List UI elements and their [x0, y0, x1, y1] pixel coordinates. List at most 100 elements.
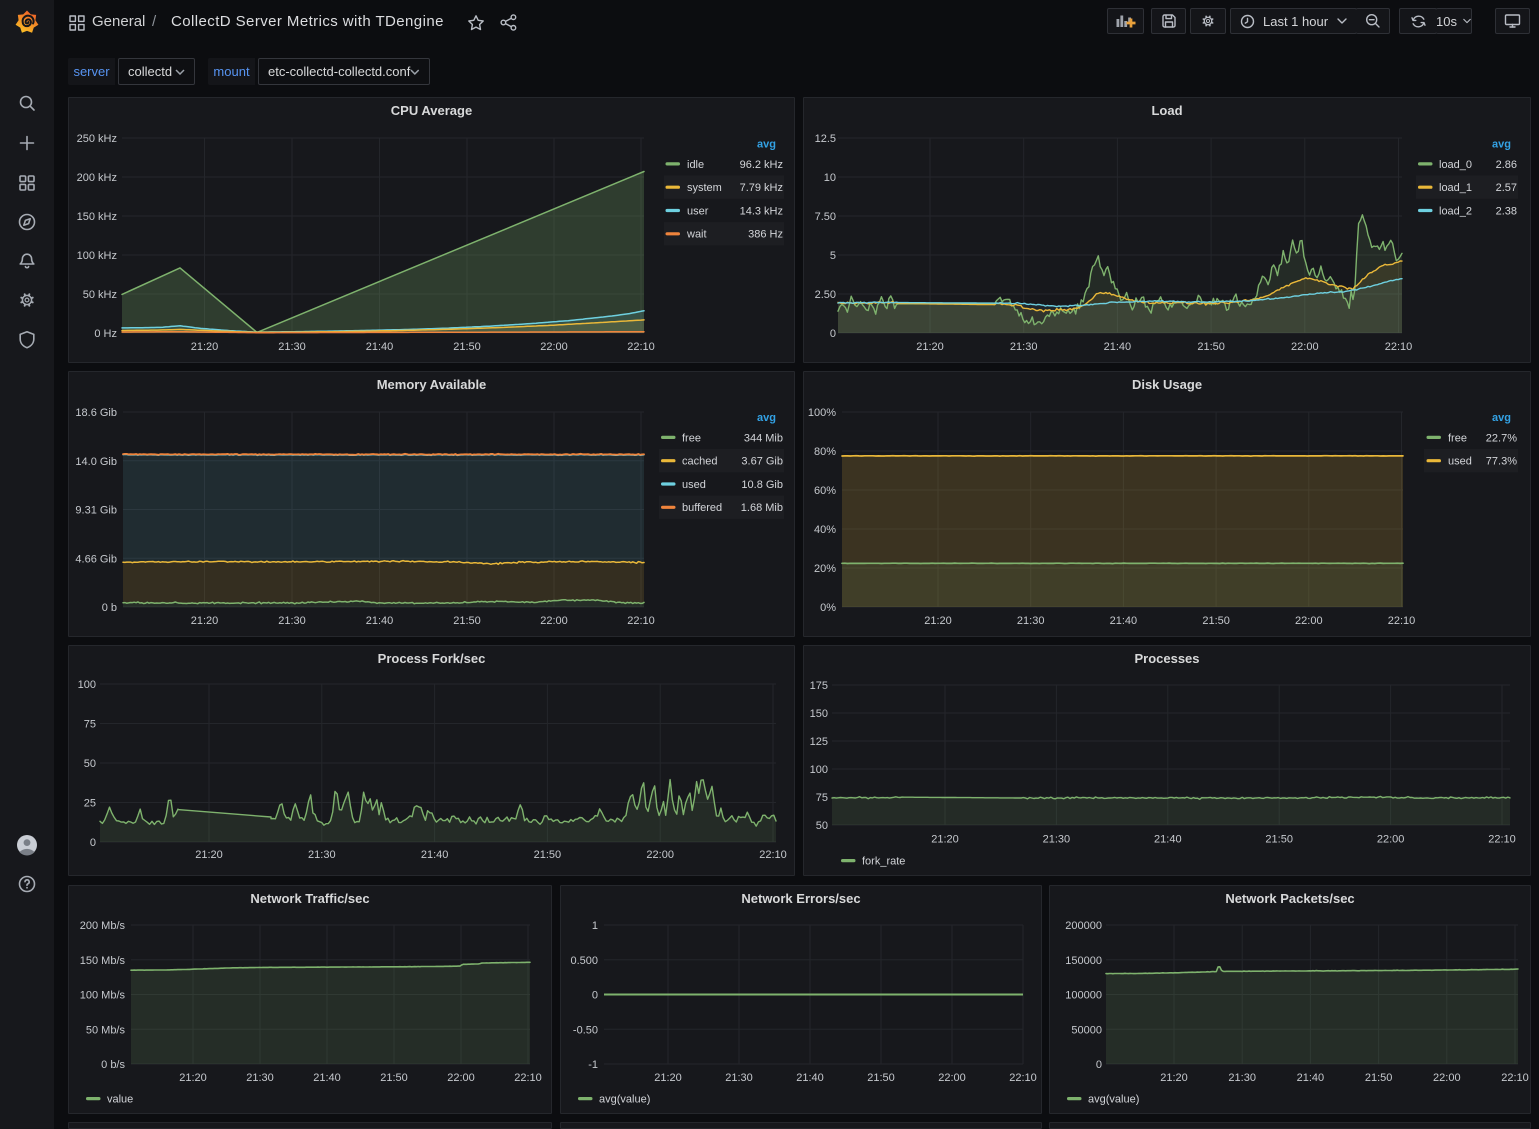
- svg-text:fork_rate: fork_rate: [862, 856, 905, 868]
- svg-text:50 kHz: 50 kHz: [83, 289, 117, 301]
- svg-text:1: 1: [592, 920, 598, 932]
- svg-text:21:30: 21:30: [278, 341, 306, 353]
- svg-text:21:20: 21:20: [654, 1072, 682, 1084]
- svg-text:21:20: 21:20: [195, 849, 223, 861]
- svg-text:21:40: 21:40: [1297, 1072, 1325, 1084]
- svg-text:100 kHz: 100 kHz: [77, 250, 117, 262]
- svg-text:150 kHz: 150 kHz: [77, 211, 117, 223]
- svg-text:-0.50: -0.50: [573, 1024, 598, 1036]
- svg-text:50 Mb/s: 50 Mb/s: [86, 1024, 126, 1036]
- svg-text:12.5: 12.5: [815, 133, 836, 145]
- svg-text:77.3%: 77.3%: [1486, 456, 1517, 468]
- svg-text:system: system: [687, 182, 722, 194]
- svg-text:Process Fork/sec: Process Fork/sec: [378, 651, 486, 666]
- svg-text:value: value: [107, 1094, 133, 1106]
- svg-text:4.66 Gib: 4.66 Gib: [75, 553, 117, 565]
- svg-text:0: 0: [830, 328, 836, 340]
- svg-text:Processes: Processes: [1134, 651, 1199, 666]
- svg-text:21:30: 21:30: [1017, 615, 1045, 627]
- svg-text:22:00: 22:00: [1295, 615, 1323, 627]
- svg-text:21:30: 21:30: [1010, 341, 1038, 353]
- svg-text:Network Traffic/sec: Network Traffic/sec: [250, 891, 369, 906]
- svg-text:96.2 kHz: 96.2 kHz: [740, 159, 783, 171]
- svg-text:50: 50: [816, 820, 828, 832]
- svg-text:avg(value): avg(value): [599, 1094, 650, 1106]
- svg-text:0: 0: [592, 990, 598, 1002]
- svg-text:175: 175: [810, 680, 828, 692]
- svg-text:200 Mb/s: 200 Mb/s: [80, 920, 126, 932]
- svg-text:1.68 Mib: 1.68 Mib: [741, 502, 783, 514]
- svg-text:free: free: [682, 432, 701, 444]
- svg-text:21:30: 21:30: [725, 1072, 753, 1084]
- svg-text:14.0 Gib: 14.0 Gib: [75, 456, 117, 468]
- svg-text:21:30: 21:30: [308, 849, 336, 861]
- svg-text:22:10: 22:10: [627, 341, 655, 353]
- svg-text:21:40: 21:40: [1104, 341, 1132, 353]
- svg-text:75: 75: [816, 792, 828, 804]
- svg-text:125: 125: [810, 736, 828, 748]
- svg-text:-1: -1: [588, 1059, 598, 1071]
- svg-text:21:40: 21:40: [796, 1072, 824, 1084]
- svg-text:21:40: 21:40: [421, 849, 449, 861]
- svg-text:load_0: load_0: [1439, 159, 1472, 171]
- svg-text:22:10: 22:10: [1388, 615, 1416, 627]
- svg-text:0 Hz: 0 Hz: [94, 328, 117, 340]
- svg-text:user: user: [687, 205, 709, 217]
- svg-text:21:20: 21:20: [1160, 1072, 1188, 1084]
- svg-text:used: used: [1448, 456, 1472, 468]
- svg-text:18.6 Gib: 18.6 Gib: [75, 407, 117, 419]
- svg-text:150000: 150000: [1065, 955, 1102, 967]
- svg-text:idle: idle: [687, 159, 704, 171]
- svg-text:21:40: 21:40: [366, 615, 394, 627]
- svg-text:21:20: 21:20: [191, 341, 219, 353]
- svg-text:22:10: 22:10: [1501, 1072, 1529, 1084]
- svg-text:100: 100: [78, 679, 96, 691]
- svg-text:21:20: 21:20: [191, 615, 219, 627]
- svg-text:2.50: 2.50: [815, 289, 836, 301]
- svg-text:22:10: 22:10: [1009, 1072, 1037, 1084]
- svg-text:22:00: 22:00: [938, 1072, 966, 1084]
- svg-text:21:50: 21:50: [453, 615, 481, 627]
- svg-text:7.50: 7.50: [815, 211, 836, 223]
- svg-text:14.3 kHz: 14.3 kHz: [740, 205, 783, 217]
- svg-text:22:00: 22:00: [646, 849, 674, 861]
- svg-text:21:20: 21:20: [924, 615, 952, 627]
- svg-text:Load: Load: [1151, 103, 1182, 118]
- svg-text:Memory Available: Memory Available: [377, 377, 487, 392]
- svg-text:7.79 kHz: 7.79 kHz: [740, 182, 783, 194]
- svg-text:50000: 50000: [1071, 1024, 1102, 1036]
- svg-text:21:50: 21:50: [453, 341, 481, 353]
- svg-text:22:00: 22:00: [540, 341, 568, 353]
- svg-text:21:50: 21:50: [1365, 1072, 1393, 1084]
- svg-text:free: free: [1448, 432, 1467, 444]
- svg-text:150 Mb/s: 150 Mb/s: [80, 955, 126, 967]
- svg-text:80%: 80%: [814, 446, 836, 458]
- svg-text:0 b: 0 b: [102, 602, 117, 614]
- svg-text:0.500: 0.500: [570, 955, 598, 967]
- svg-text:21:50: 21:50: [1202, 615, 1230, 627]
- svg-text:21:50: 21:50: [1265, 834, 1293, 846]
- svg-text:21:30: 21:30: [1228, 1072, 1256, 1084]
- svg-text:21:30: 21:30: [278, 615, 306, 627]
- svg-text:21:30: 21:30: [1043, 834, 1071, 846]
- svg-text:200 kHz: 200 kHz: [77, 172, 117, 184]
- svg-text:25: 25: [84, 798, 96, 810]
- svg-text:22:00: 22:00: [1291, 341, 1319, 353]
- svg-text:21:40: 21:40: [313, 1072, 341, 1084]
- svg-text:0 b/s: 0 b/s: [101, 1059, 125, 1071]
- svg-text:21:40: 21:40: [1110, 615, 1138, 627]
- svg-text:40%: 40%: [814, 524, 836, 536]
- svg-text:22:00: 22:00: [1433, 1072, 1461, 1084]
- svg-text:wait: wait: [686, 229, 707, 241]
- svg-text:21:50: 21:50: [380, 1072, 408, 1084]
- svg-text:load_1: load_1: [1439, 182, 1472, 194]
- svg-text:used: used: [682, 479, 706, 491]
- svg-text:load_2: load_2: [1439, 205, 1472, 217]
- svg-text:buffered: buffered: [682, 502, 722, 514]
- svg-text:Network Packets/sec: Network Packets/sec: [1225, 891, 1354, 906]
- svg-text:cached: cached: [682, 456, 717, 468]
- svg-text:200000: 200000: [1065, 920, 1102, 932]
- svg-text:22:10: 22:10: [1488, 834, 1516, 846]
- svg-text:21:50: 21:50: [534, 849, 562, 861]
- svg-text:21:50: 21:50: [1197, 341, 1225, 353]
